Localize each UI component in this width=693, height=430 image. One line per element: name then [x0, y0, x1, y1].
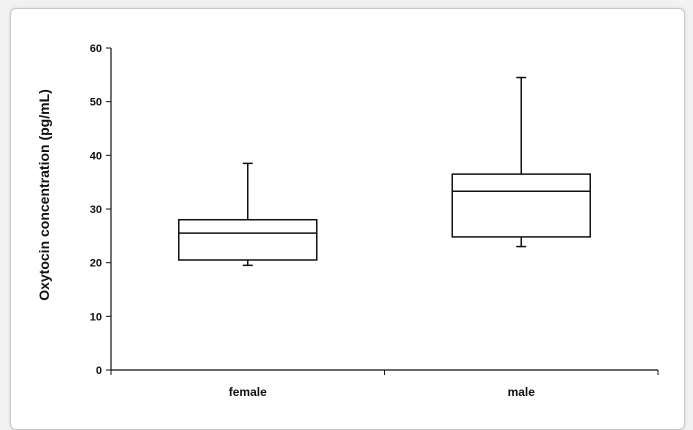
- chart-frame: 0 10 20 30 40 50 60 female male Oxytocin concen…: [10, 8, 685, 430]
- x-axis-ticks: female male: [110, 370, 659, 399]
- box-female: [178, 162, 318, 267]
- x-category-label: female: [229, 385, 267, 399]
- y-tick-label: 10: [90, 311, 102, 323]
- y-tick-label: 50: [90, 97, 102, 109]
- y-tick-label: 30: [90, 204, 102, 216]
- box-plot: 0 10 20 30 40 50 60 female male Oxytocin concen…: [36, 43, 659, 399]
- y-axis-ticks: 0 10 20 30 40 50 60: [90, 43, 111, 377]
- boxes: [178, 76, 591, 267]
- y-tick-label: 60: [90, 43, 102, 55]
- iqr-box: [451, 173, 591, 238]
- y-tick-label: 20: [90, 258, 102, 270]
- x-category-label: male: [508, 385, 536, 399]
- box-male: [451, 76, 591, 248]
- iqr-box: [178, 218, 318, 261]
- y-tick-label: 0: [96, 365, 102, 377]
- y-axis-title: Oxytocin concentration (pg/mL): [36, 89, 52, 301]
- y-tick-label: 40: [90, 150, 102, 162]
